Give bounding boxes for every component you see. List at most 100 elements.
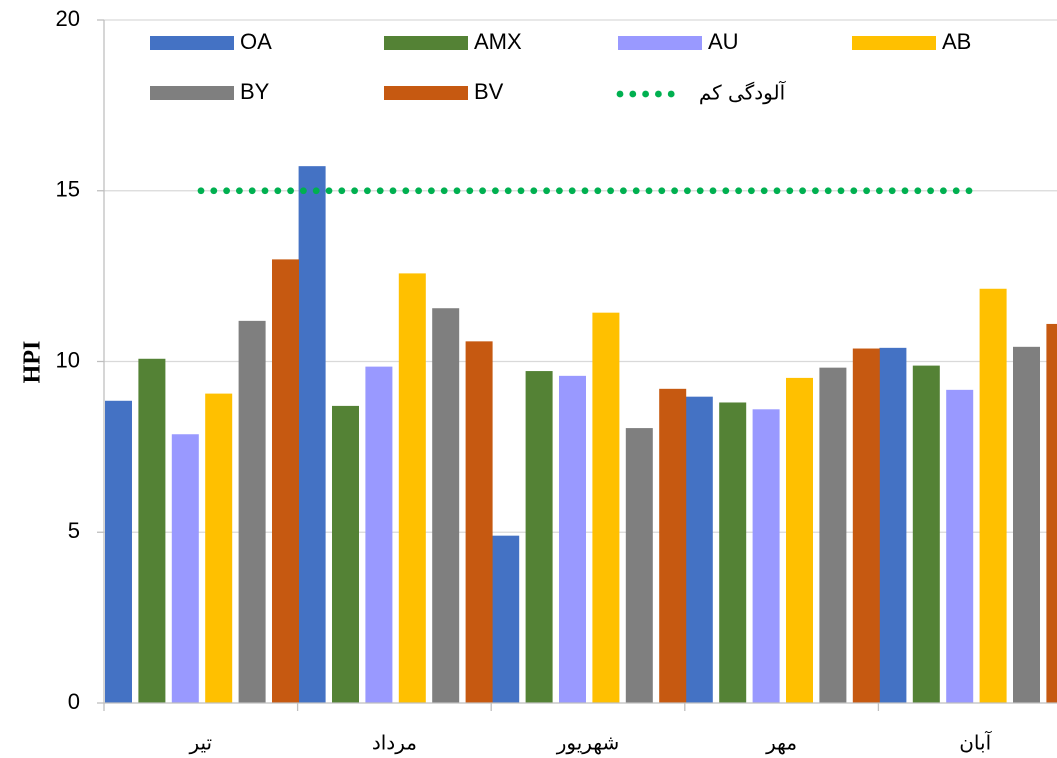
reference-dot	[607, 187, 614, 195]
reference-dot	[863, 187, 870, 195]
bars	[105, 166, 1057, 704]
legend-reference-dot	[655, 90, 662, 98]
reference-dot	[965, 187, 973, 195]
reference-dot	[773, 187, 781, 195]
reference-dot	[453, 187, 461, 195]
reference-dot	[645, 187, 653, 195]
legend-reference-dot	[667, 90, 675, 98]
bar-bv	[852, 348, 880, 703]
reference-dot	[312, 187, 320, 195]
bar-ab	[786, 377, 813, 703]
bar-oa	[298, 166, 326, 704]
reference-dot	[876, 187, 883, 195]
reference-dot	[517, 187, 525, 195]
reference-dot	[735, 187, 742, 195]
bar-amx	[719, 402, 747, 703]
reference-dot	[748, 187, 755, 195]
legend-label-oa: OA	[240, 29, 272, 54]
y-tick-label: 5	[68, 518, 80, 543]
x-tick-label: شهریور	[556, 731, 620, 755]
reference-dot	[236, 187, 243, 195]
reference-dot	[300, 187, 307, 195]
reference-dot	[402, 187, 410, 195]
reference-dot	[632, 187, 640, 195]
reference-dot	[389, 187, 397, 195]
reference-dot	[210, 187, 218, 195]
reference-dot	[940, 187, 947, 195]
reference-dot	[338, 187, 346, 195]
reference-dot	[248, 187, 256, 195]
bar-au	[946, 389, 974, 703]
reference-dot	[671, 187, 678, 195]
legend-swatch-ab	[852, 36, 936, 50]
reference-dot	[492, 187, 499, 195]
x-tick-label: تیر	[188, 731, 212, 755]
bar-au	[752, 409, 780, 703]
reference-dot	[812, 187, 819, 195]
bar-oa	[685, 396, 713, 703]
legend-swatch-by	[150, 86, 234, 100]
reference-dot	[197, 187, 205, 195]
reference-dot	[709, 187, 717, 195]
reference-dot	[568, 187, 576, 195]
reference-dot	[594, 187, 602, 195]
bar-bv	[659, 388, 687, 703]
bar-amx	[525, 371, 553, 703]
y-tick-label: 10	[56, 347, 80, 372]
reference-dot	[287, 187, 294, 195]
bar-bv	[465, 341, 493, 703]
legend-swatch-amx	[384, 36, 468, 50]
legend-label-au: AU	[708, 29, 739, 54]
bar-bv	[272, 259, 299, 703]
reference-dot	[376, 187, 384, 195]
bar-by	[625, 428, 653, 703]
reference-dot	[888, 187, 896, 195]
axes	[97, 19, 1057, 711]
legend-reference-dot	[629, 90, 637, 98]
bar-by	[819, 367, 847, 703]
bar-au	[171, 434, 199, 703]
y-tick-label: 0	[68, 689, 80, 714]
legend-swatch-au	[618, 36, 702, 50]
x-tick-label: مهر	[765, 731, 797, 755]
reference-dot	[722, 187, 730, 195]
y-tick-label: 20	[56, 6, 80, 31]
bar-au	[559, 375, 586, 703]
reference-dot	[543, 187, 550, 195]
legend: OA AMX AU AB BY BV آلودگی کم	[150, 29, 971, 105]
legend-swatch-bv	[384, 86, 468, 100]
bar-oa	[492, 535, 520, 703]
reference-dot	[274, 187, 282, 195]
reference-dot	[364, 187, 371, 195]
reference-dot	[415, 187, 422, 195]
reference-dot	[952, 187, 960, 195]
bar-ab	[979, 288, 1007, 703]
bar-ab	[592, 312, 620, 703]
reference-dot	[824, 187, 832, 195]
reference-dot	[325, 187, 333, 195]
legend-label-amx: AMX	[474, 29, 522, 54]
reference-dot	[440, 187, 448, 195]
bar-oa	[879, 347, 907, 703]
reference-dot	[351, 187, 358, 195]
bar-amx	[138, 358, 166, 703]
bar-ab	[398, 273, 426, 703]
bar-by	[238, 320, 266, 703]
reference-dot	[837, 187, 845, 195]
legend-reference-dot	[642, 90, 649, 98]
y-tick-label: 15	[56, 177, 80, 202]
x-tick-label: آبان	[959, 730, 992, 755]
reference-dot	[504, 187, 512, 195]
bar-by	[1013, 346, 1040, 703]
bar-oa	[105, 400, 132, 703]
reference-dot	[581, 187, 589, 195]
reference-dot	[786, 187, 794, 195]
reference-dot	[479, 187, 486, 195]
reference-dot	[658, 187, 666, 195]
reference-dot	[261, 187, 269, 195]
reference-dot	[466, 187, 474, 195]
x-tick-label: مرداد	[372, 731, 417, 755]
legend-label-ab: AB	[942, 29, 971, 54]
legend-label-reference: آلودگی کم	[699, 80, 787, 105]
legend-reference-dot	[616, 90, 624, 98]
